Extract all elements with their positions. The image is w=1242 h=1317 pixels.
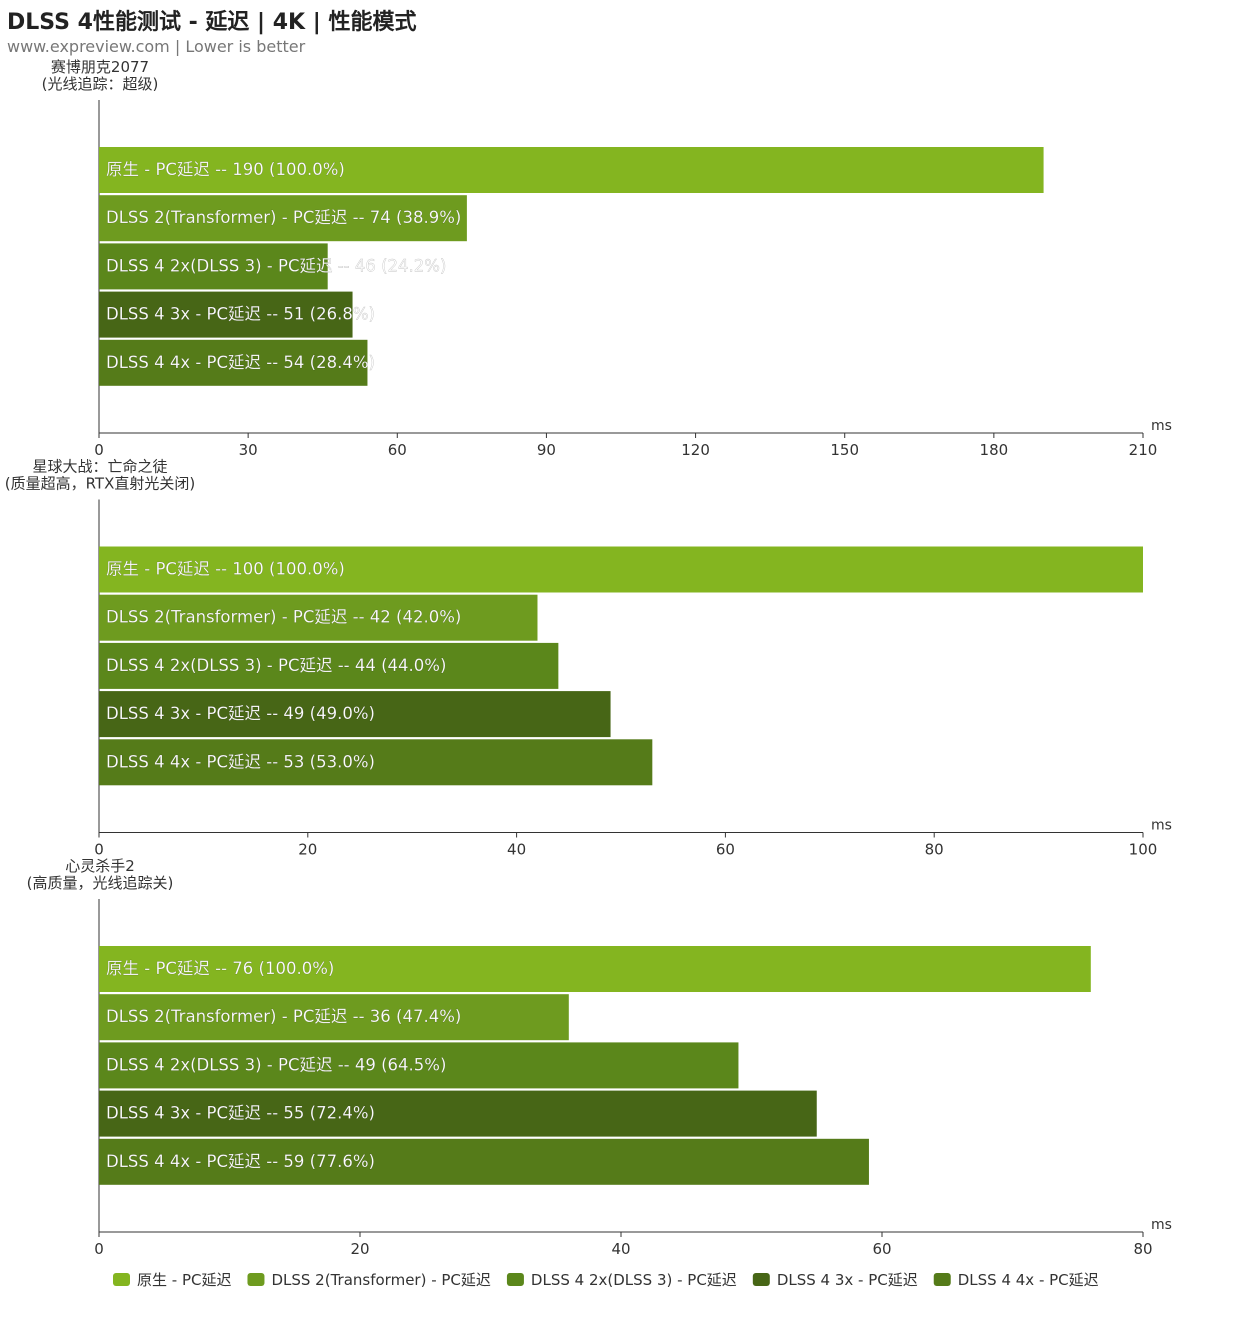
bar-label: DLSS 2(Transformer) - PC延迟 -- 42 (42.0%) <box>106 608 461 627</box>
legend-swatch <box>247 1273 265 1286</box>
bar <box>99 291 353 338</box>
bar-label: 原生 - PC延迟 -- 100 (100.0%) <box>106 560 345 579</box>
legend-swatch <box>113 1273 130 1286</box>
x-tick-label: 80 <box>925 841 944 859</box>
x-tick-label: 0 <box>94 1240 104 1258</box>
bar-label: DLSS 4 4x - PC延迟 -- 59 (77.6%) <box>106 1152 375 1171</box>
x-tick-label: 120 <box>681 441 710 459</box>
x-tick-label: 210 <box>1129 441 1158 459</box>
legend-item: DLSS 2(Transformer) - PC延迟 <box>271 1271 490 1289</box>
panel-title: 心灵杀手2 <box>65 857 135 875</box>
bar <box>99 339 368 386</box>
x-tick-label: 20 <box>350 1240 369 1258</box>
bar <box>99 195 467 242</box>
x-unit-label: ms <box>1151 1217 1172 1233</box>
bar-label: 原生 - PC延迟 -- 190 (100.0%) <box>106 160 345 179</box>
bar <box>99 642 559 689</box>
x-tick-label: 80 <box>1133 1240 1152 1258</box>
bar-label: DLSS 4 4x - PC延迟 -- 53 (53.0%) <box>106 752 375 771</box>
bar <box>99 691 611 738</box>
bar <box>99 1090 817 1137</box>
x-tick-label: 30 <box>239 441 258 459</box>
x-unit-label: ms <box>1151 818 1172 834</box>
x-tick-label: 150 <box>830 441 859 459</box>
x-tick-label: 40 <box>611 1240 630 1258</box>
bar <box>99 946 1091 992</box>
legend-swatch <box>752 1273 770 1286</box>
panel-title: 赛博朋克2077 <box>51 58 149 76</box>
panel-title: 星球大战：亡命之徒 <box>32 458 167 476</box>
panel-title: (光线追踪：超级) <box>42 75 159 93</box>
legend-item: DLSS 4 3x - PC延迟 <box>777 1271 918 1289</box>
x-tick-label: 180 <box>980 441 1009 459</box>
x-tick-label: 60 <box>872 1240 891 1258</box>
bar-label: DLSS 2(Transformer) - PC延迟 -- 74 (38.9%) <box>106 208 461 227</box>
bar <box>99 1042 739 1089</box>
panel-title: (质量超高，RTX直射光关闭) <box>5 475 195 493</box>
bar-label: DLSS 2(Transformer) - PC延迟 -- 36 (47.4%) <box>106 1007 461 1026</box>
bar <box>99 546 1143 593</box>
bar-label: DLSS 4 2x(DLSS 3) - PC延迟 -- 46 (24.2%) <box>106 256 446 275</box>
bar-label: DLSS 4 3x - PC延迟 -- 49 (49.0%) <box>106 704 375 723</box>
x-tick-label: 40 <box>507 841 526 859</box>
legend-item: DLSS 4 4x - PC延迟 <box>958 1271 1099 1289</box>
legend-swatch <box>506 1273 524 1286</box>
bar <box>99 594 538 641</box>
x-tick-label: 100 <box>1129 841 1158 859</box>
bar <box>99 1138 869 1185</box>
x-tick-label: 60 <box>716 841 735 859</box>
chart-subtitle: www.expreview.com | Lower is better <box>7 37 306 56</box>
bar-label: DLSS 4 2x(DLSS 3) - PC延迟 -- 49 (64.5%) <box>106 1055 446 1074</box>
bar-label: 原生 - PC延迟 -- 76 (100.0%) <box>106 959 334 978</box>
legend-item: 原生 - PC延迟 <box>137 1271 231 1289</box>
bar-label: DLSS 4 3x - PC延迟 -- 55 (72.4%) <box>106 1104 375 1123</box>
x-unit-label: ms <box>1151 418 1172 434</box>
x-tick-label: 20 <box>298 841 317 859</box>
x-tick-label: 90 <box>537 441 556 459</box>
bar <box>99 739 653 786</box>
bar-label: DLSS 4 2x(DLSS 3) - PC延迟 -- 44 (44.0%) <box>106 656 446 675</box>
x-tick-label: 0 <box>94 841 104 859</box>
chart-title: DLSS 4性能测试 - 延迟 | 4K | 性能模式 <box>7 10 417 35</box>
bar <box>99 994 569 1041</box>
legend-swatch <box>933 1273 951 1286</box>
bar-label: DLSS 4 3x - PC延迟 -- 51 (26.8%) <box>106 305 375 324</box>
bar <box>99 243 328 290</box>
x-tick-label: 0 <box>94 441 104 459</box>
x-tick-label: 60 <box>388 441 407 459</box>
panel-title: (高质量，光线追踪关) <box>27 874 174 892</box>
bar <box>99 147 1044 193</box>
legend-item: DLSS 4 2x(DLSS 3) - PC延迟 <box>531 1271 737 1289</box>
bar-label: DLSS 4 4x - PC延迟 -- 54 (28.4%) <box>106 353 375 372</box>
